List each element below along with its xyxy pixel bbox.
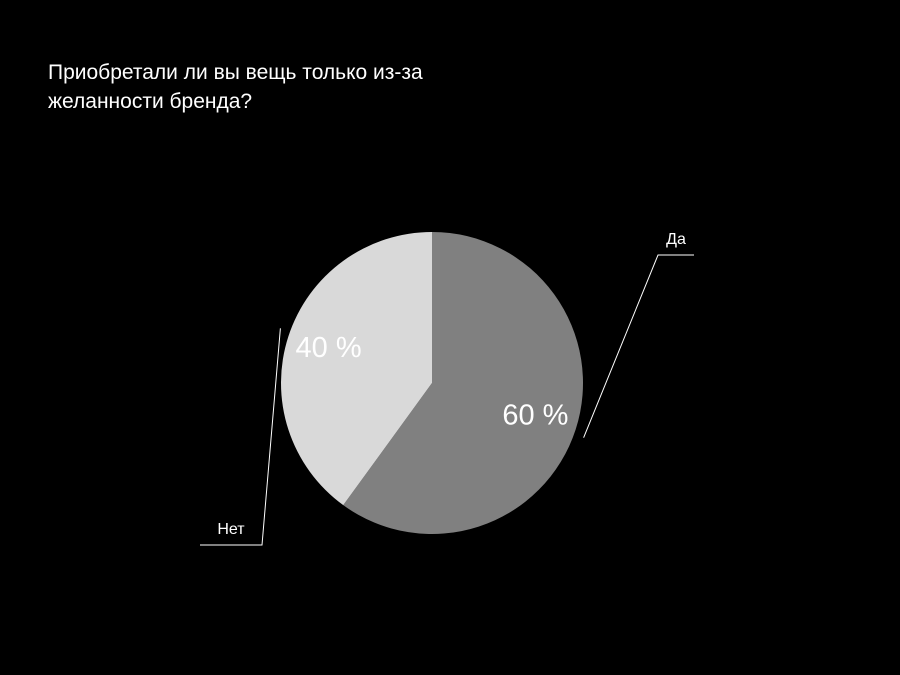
pie-slice — [343, 232, 583, 534]
leader-line — [200, 328, 281, 546]
leader-line — [583, 254, 694, 438]
value-label: 60 % — [502, 399, 568, 431]
value-label: 40 % — [296, 332, 362, 364]
chart-title: Приобретали ли вы вещь только из-за жела… — [48, 61, 423, 113]
category-label: Нет — [217, 521, 245, 538]
category-label: Да — [666, 231, 686, 248]
pie-slice — [281, 232, 432, 506]
